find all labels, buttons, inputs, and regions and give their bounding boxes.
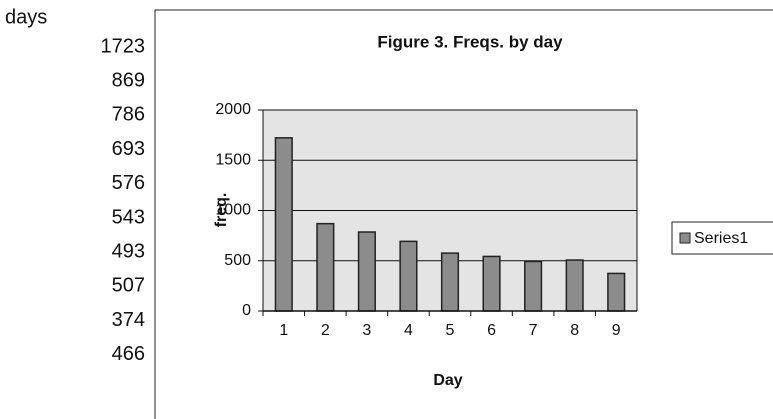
y-axis-title: freq.: [213, 193, 230, 228]
cell: 466: [112, 343, 145, 365]
y-tick-label: 1500: [215, 151, 251, 168]
cell: 1723: [101, 35, 146, 57]
legend-swatch: [679, 232, 691, 244]
x-tick-label: 4: [404, 322, 413, 339]
x-tick-label: 9: [612, 322, 621, 339]
legend-label: Series1: [694, 230, 748, 247]
bar: [357, 231, 376, 312]
bar: [565, 259, 584, 312]
cell: 493: [112, 240, 145, 262]
y-tick-label: 0: [242, 302, 251, 319]
y-tick-label: 2000: [215, 101, 251, 118]
cell: 576: [112, 172, 145, 194]
x-tick-label: 2: [321, 322, 330, 339]
cell: 786: [112, 104, 145, 126]
x-tick-label: 5: [446, 322, 455, 339]
chart-title: Figure 3. Freqs. by day: [377, 32, 563, 51]
bar: [274, 137, 293, 312]
cell: 374: [112, 309, 145, 331]
bar: [524, 260, 543, 312]
x-tick-label: 8: [570, 322, 579, 339]
cell: 693: [112, 138, 145, 160]
bar: [440, 252, 460, 312]
bar: [482, 255, 501, 312]
bar: [399, 240, 418, 312]
bar: [607, 272, 626, 312]
column-header: days: [5, 6, 47, 28]
bar: [316, 222, 335, 312]
y-tick-label: 1000: [215, 202, 251, 219]
cell: 507: [112, 275, 145, 297]
x-tick-label: 6: [487, 322, 496, 339]
cell: 869: [112, 69, 145, 91]
cell: 543: [112, 206, 145, 228]
x-tick-label: 3: [362, 322, 371, 339]
y-tick-label: 500: [224, 252, 251, 269]
x-tick-label: 1: [279, 322, 288, 339]
x-axis-title: Day: [433, 372, 462, 389]
x-tick-label: 7: [529, 322, 538, 339]
